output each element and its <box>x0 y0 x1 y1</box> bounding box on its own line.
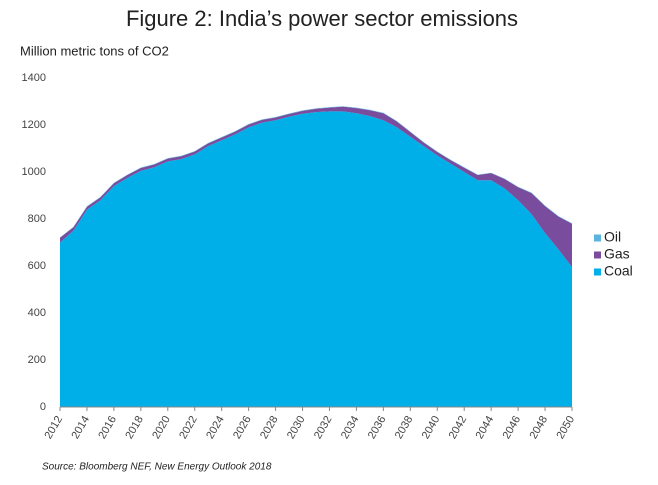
x-tick-label: 2048 <box>528 414 551 441</box>
x-tick-label: 2020 <box>150 414 173 441</box>
legend-label: Gas <box>604 246 630 262</box>
x-tick-label: 2032 <box>312 414 335 441</box>
y-axis-label: Million metric tons of CO2 <box>20 43 169 58</box>
chart-title: Figure 2: India’s power sector emissions <box>126 6 518 31</box>
x-tick-label: 2030 <box>285 414 308 441</box>
x-tick-label: 2018 <box>123 414 146 441</box>
x-tick-label: 2012 <box>42 414 65 441</box>
legend-swatch <box>594 234 601 242</box>
x-tick-label: 2024 <box>204 414 227 441</box>
x-tick-label: 2050 <box>554 414 577 441</box>
x-tick-label: 2028 <box>258 414 281 441</box>
legend-swatch <box>594 268 601 276</box>
legend-label: Oil <box>604 229 621 245</box>
x-tick-label: 2022 <box>177 414 200 441</box>
source-note: Source: Bloomberg NEF, New Energy Outloo… <box>42 462 272 473</box>
legend-label: Coal <box>604 263 633 279</box>
x-tick-label: 2026 <box>231 414 254 441</box>
y-tick-label: 200 <box>28 354 46 366</box>
y-tick-label: 0 <box>40 401 46 413</box>
y-tick-label: 1000 <box>22 166 46 178</box>
x-tick-label: 2016 <box>96 414 119 441</box>
x-tick-label: 2042 <box>447 414 470 441</box>
y-tick-label: 800 <box>28 213 46 225</box>
legend-swatch <box>594 251 601 259</box>
y-tick-label: 400 <box>28 307 46 319</box>
x-tick-label: 2046 <box>501 414 524 441</box>
x-tick-label: 2034 <box>339 414 362 441</box>
x-tick-label: 2044 <box>474 414 497 441</box>
y-tick-label: 600 <box>28 260 46 272</box>
x-tick-label: 2036 <box>366 414 389 441</box>
area <box>60 111 572 408</box>
x-tick-label: 2038 <box>393 414 416 441</box>
y-tick-label: 1200 <box>22 119 46 131</box>
y-tick-label: 1400 <box>22 72 46 84</box>
x-tick-label: 2040 <box>420 414 443 441</box>
x-tick-label: 2014 <box>69 414 92 441</box>
